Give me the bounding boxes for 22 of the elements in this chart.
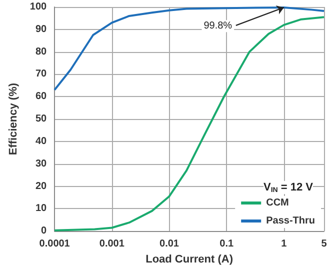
x-tick-label: 0.001: [99, 238, 125, 250]
y-tick-label: 0: [41, 226, 48, 237]
y-tick-label: 90: [35, 24, 48, 35]
x-tick-label: 0.0001: [39, 238, 70, 250]
x-tick-label: 5: [321, 238, 328, 250]
y-tick-label: 70: [35, 68, 48, 80]
x-tick-label: 0.01: [160, 238, 180, 250]
y-tick-label: 40: [35, 136, 48, 147]
y-tick-label: 30: [35, 158, 48, 170]
x-tick-label: 1: [281, 238, 288, 250]
y-tick-label: 80: [35, 46, 48, 58]
legend-label: Pass-Thru: [266, 216, 316, 226]
y-tick-label: 50: [35, 114, 48, 125]
y-tick-label: 60: [35, 91, 48, 102]
y-tick-label: 100: [30, 2, 48, 12]
y-tick-label: 20: [35, 180, 48, 192]
y-axis-title: Efficiency (%): [8, 82, 20, 156]
x-axis-title: Load Current (A): [146, 254, 234, 266]
annotation: 99.8%: [204, 20, 232, 32]
x-tick-label: 0.1: [220, 238, 234, 250]
legend-label: CCM: [266, 198, 289, 208]
y-tick-label: 10: [35, 203, 48, 214]
